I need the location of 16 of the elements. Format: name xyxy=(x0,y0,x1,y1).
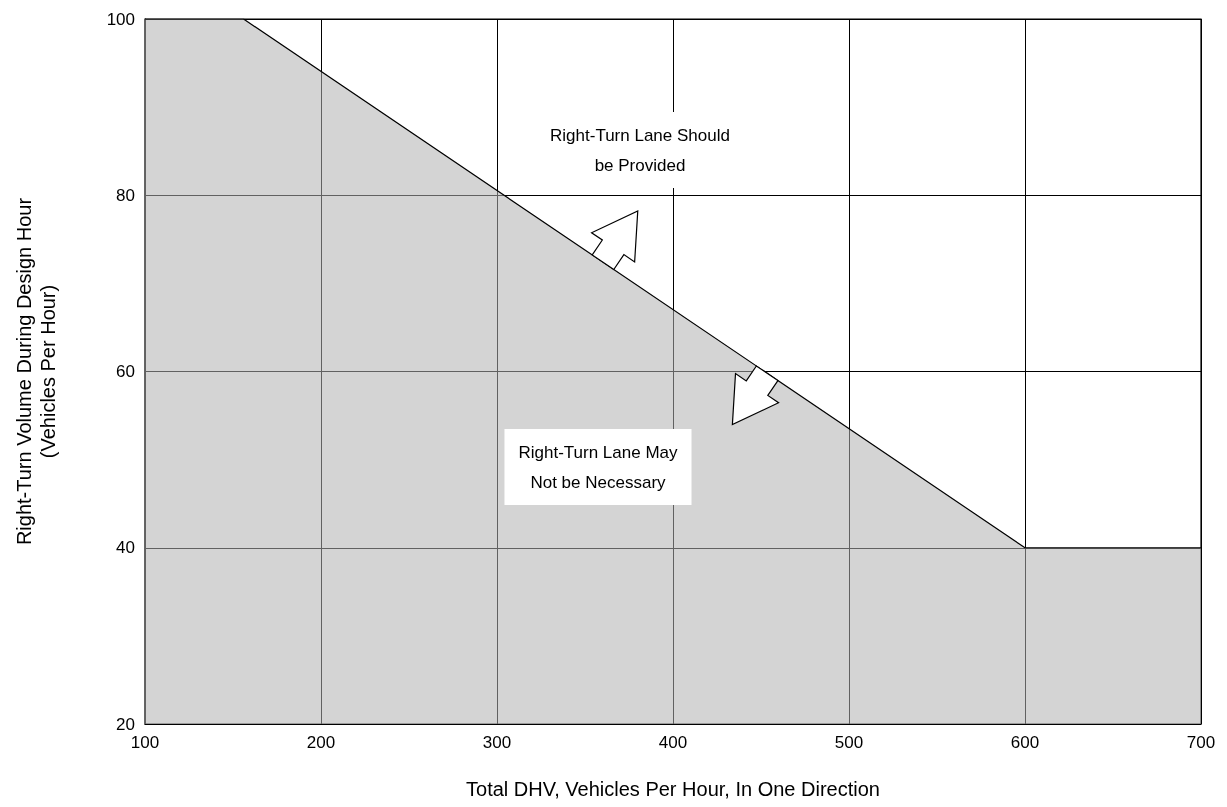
x-tick-label: 300 xyxy=(482,733,512,752)
x-tick-label: 100 xyxy=(130,733,160,752)
y-tick-label: 40 xyxy=(116,538,135,558)
x-tick-label: 600 xyxy=(1010,733,1040,752)
x-tick-label: 200 xyxy=(306,733,336,752)
x-axis-title: Total DHV, Vehicles Per Hour, In One Direction xyxy=(466,778,880,800)
x-tick-label: 500 xyxy=(834,733,864,752)
y-axis-title: Right-Turn Volume During Design Hour (Vehicles Per Hour) xyxy=(13,197,59,546)
x-tick-label: 700 xyxy=(1186,733,1216,752)
annotation: Right-Turn Lane Should be Provided xyxy=(550,125,730,175)
y-tick-label: 100 xyxy=(106,9,135,29)
y-tick-label: 80 xyxy=(116,185,135,205)
x-tick-label: 400 xyxy=(658,733,688,752)
annotation: Right-Turn Lane May Not be Necessary xyxy=(518,442,679,492)
y-tick-label: 20 xyxy=(116,714,135,734)
y-tick-label: 60 xyxy=(116,362,135,381)
